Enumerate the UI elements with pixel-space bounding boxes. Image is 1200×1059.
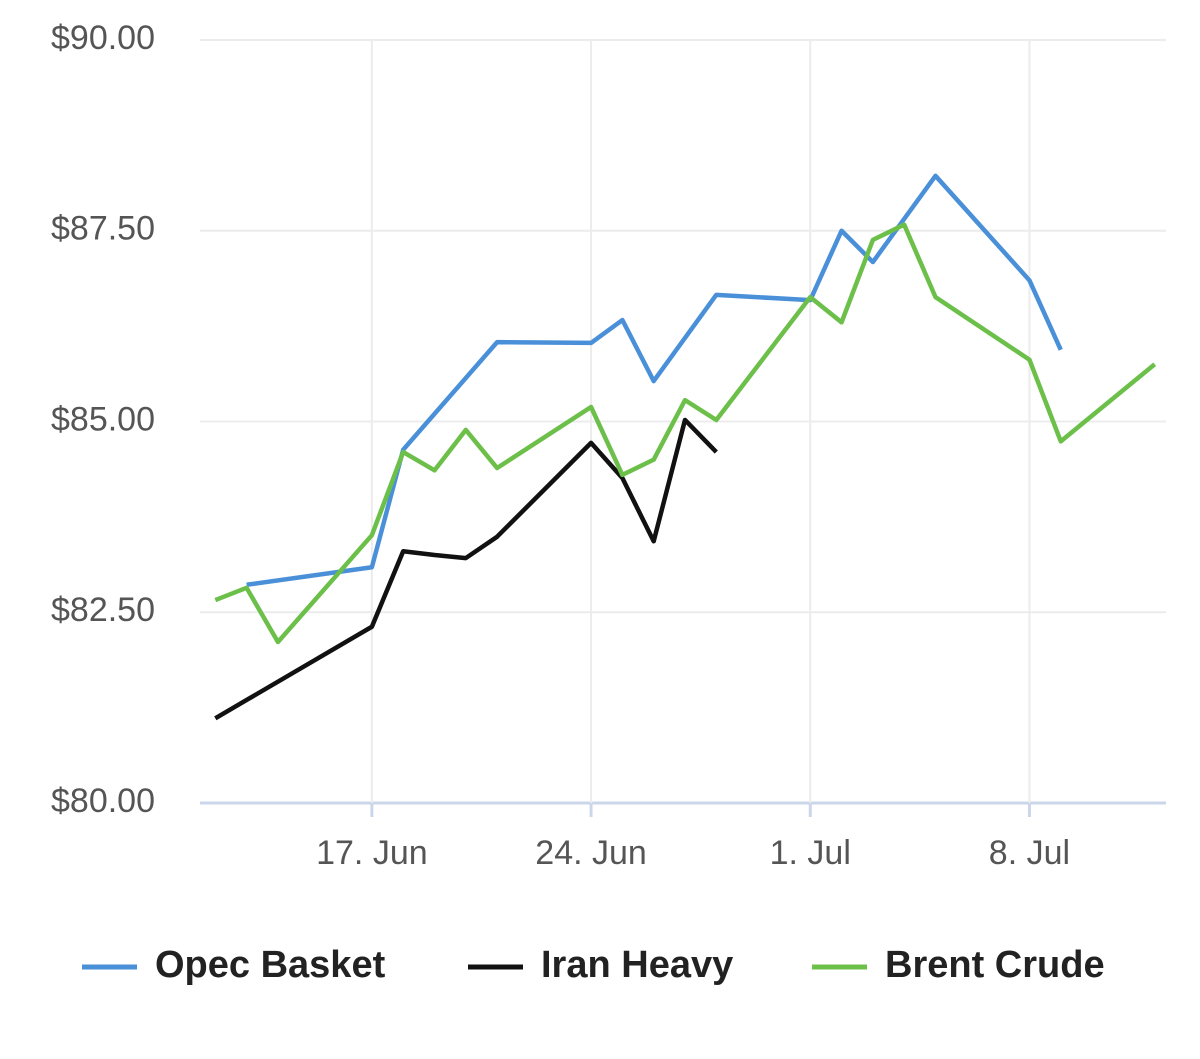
series-line xyxy=(214,222,1157,645)
x-tick-label: 8. Jul xyxy=(989,834,1070,872)
series-line xyxy=(214,417,718,721)
y-tick-label: $90.00 xyxy=(51,19,155,57)
legend-item: Iran Heavy xyxy=(468,944,733,986)
legend-item: Opec Basket xyxy=(82,944,386,986)
legend-label: Brent Crude xyxy=(885,944,1105,986)
legend-item: Brent Crude xyxy=(812,944,1105,986)
legend-label: Iran Heavy xyxy=(541,944,733,986)
y-tick-label: $87.50 xyxy=(51,210,155,248)
y-tick-label: $80.00 xyxy=(51,782,155,820)
x-tick-label: 24. Jun xyxy=(535,834,647,872)
series-line xyxy=(246,173,1063,588)
legend-label: Opec Basket xyxy=(155,944,386,986)
x-tick-label: 1. Jul xyxy=(770,834,851,872)
y-tick-label: $85.00 xyxy=(51,400,155,438)
y-tick-label: $82.50 xyxy=(51,591,155,629)
x-tick-label: 17. Jun xyxy=(316,834,428,872)
